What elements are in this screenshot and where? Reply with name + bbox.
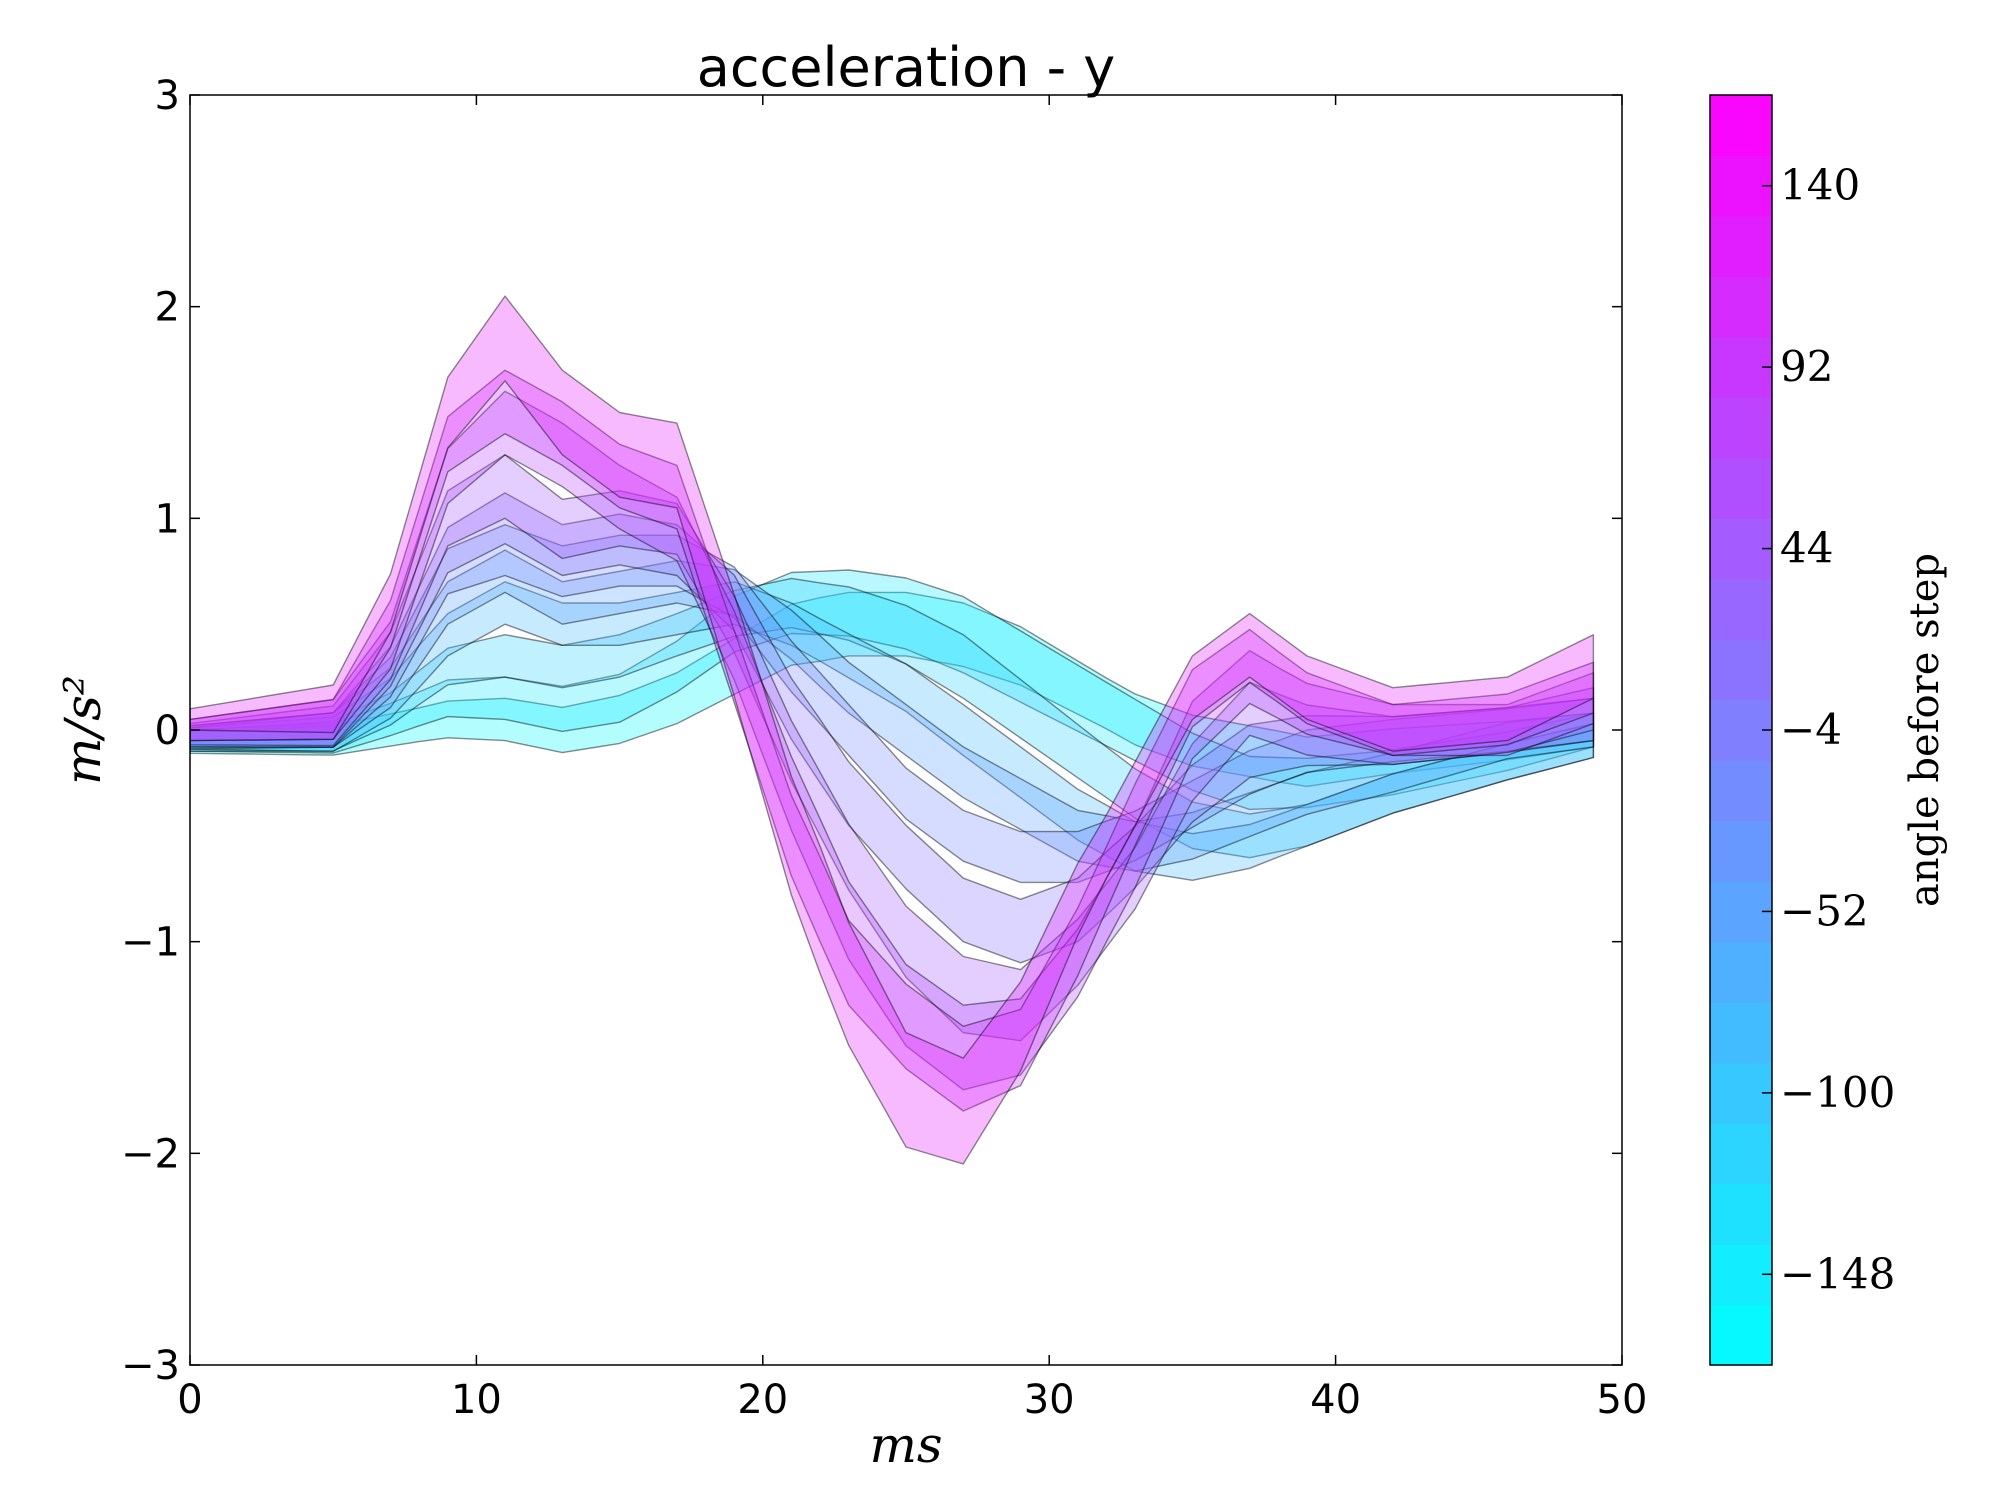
y-tick-label: −3: [121, 1343, 180, 1389]
colorbar-level: [1710, 336, 1772, 398]
band-angle--110: [190, 577, 1595, 859]
band-angle--80: [190, 581, 1595, 881]
y-tick-label: 2: [155, 285, 180, 331]
band-angle-10: [190, 492, 1595, 964]
x-tick-label: 0: [177, 1377, 202, 1423]
colorbar-level: [1710, 941, 1772, 1003]
y-axis: −3 −2 −1 0 1 2 3: [121, 73, 1622, 1389]
colorbar-level: [1710, 276, 1772, 338]
colorbar-level: [1710, 1183, 1772, 1245]
colorbar-level: [1710, 215, 1772, 278]
band-angle-40: [190, 454, 1595, 1042]
colorbar-level: [1710, 1062, 1772, 1124]
colorbar-tick-label: 140: [1780, 161, 1860, 210]
colorbar-level: [1710, 699, 1772, 761]
x-tick-label: 30: [1024, 1377, 1075, 1423]
colorbar-level: [1710, 1244, 1772, 1306]
colorbar-level: [1710, 95, 1772, 157]
colorbar-tick-label: 44: [1780, 524, 1833, 573]
colorbar-levels: [1710, 95, 1772, 1366]
colorbar-level: [1710, 457, 1772, 519]
colorbar-level: [1710, 1304, 1772, 1366]
colorbar-tick-label: 92: [1780, 342, 1833, 391]
colorbar-level: [1710, 1123, 1772, 1185]
x-axis-label: ms: [869, 1416, 942, 1474]
band-angle-100: [190, 369, 1595, 1112]
band-angle--165: [190, 591, 1595, 788]
colorbar-label: angle before step: [1902, 553, 1948, 907]
y-tick-label: 0: [155, 708, 180, 754]
x-tick-label: 50: [1597, 1377, 1648, 1423]
band-angle--50: [190, 549, 1595, 872]
colorbar-level: [1710, 1002, 1772, 1064]
colorbar-ticks: 140 92 44 −4 −52 −100 −148: [1762, 161, 1895, 1298]
colorbar-level: [1710, 397, 1772, 459]
y-tick-label: 3: [155, 73, 180, 119]
colorbar: 140 92 44 −4 −52 −100 −148 angle before step: [1709, 94, 1948, 1366]
y-tick-label: 1: [155, 496, 180, 542]
band-angle--20: [190, 524, 1595, 884]
colorbar-level: [1710, 820, 1772, 882]
y-tick-label: −1: [121, 920, 180, 966]
x-axis: 0 10 20 30 40 50: [177, 95, 1647, 1423]
y-tick-label: −2: [121, 1131, 180, 1177]
colorbar-tick-label: −100: [1780, 1068, 1895, 1117]
band-angle--140: [190, 569, 1595, 811]
colorbar-tick-label: −148: [1780, 1249, 1895, 1298]
x-tick-label: 20: [737, 1377, 788, 1423]
colorbar-level: [1710, 578, 1772, 640]
colorbar-level: [1710, 760, 1772, 822]
band-angle-130: [190, 295, 1595, 1165]
x-tick-label: 40: [1310, 1377, 1361, 1423]
colorbar-level: [1710, 518, 1772, 580]
colorbar-tick-label: −4: [1780, 705, 1842, 754]
y-axis-label: m/s²: [54, 675, 112, 785]
band-angle-70: [190, 390, 1595, 1091]
bands-layer: [190, 295, 1595, 1165]
colorbar-tick-label: −52: [1780, 886, 1869, 935]
colorbar-level: [1710, 881, 1772, 943]
colorbar-level: [1710, 155, 1772, 217]
x-tick-label: 10: [451, 1377, 502, 1423]
colorbar-level: [1710, 639, 1772, 701]
chart-title: acceleration - y: [697, 36, 1115, 99]
